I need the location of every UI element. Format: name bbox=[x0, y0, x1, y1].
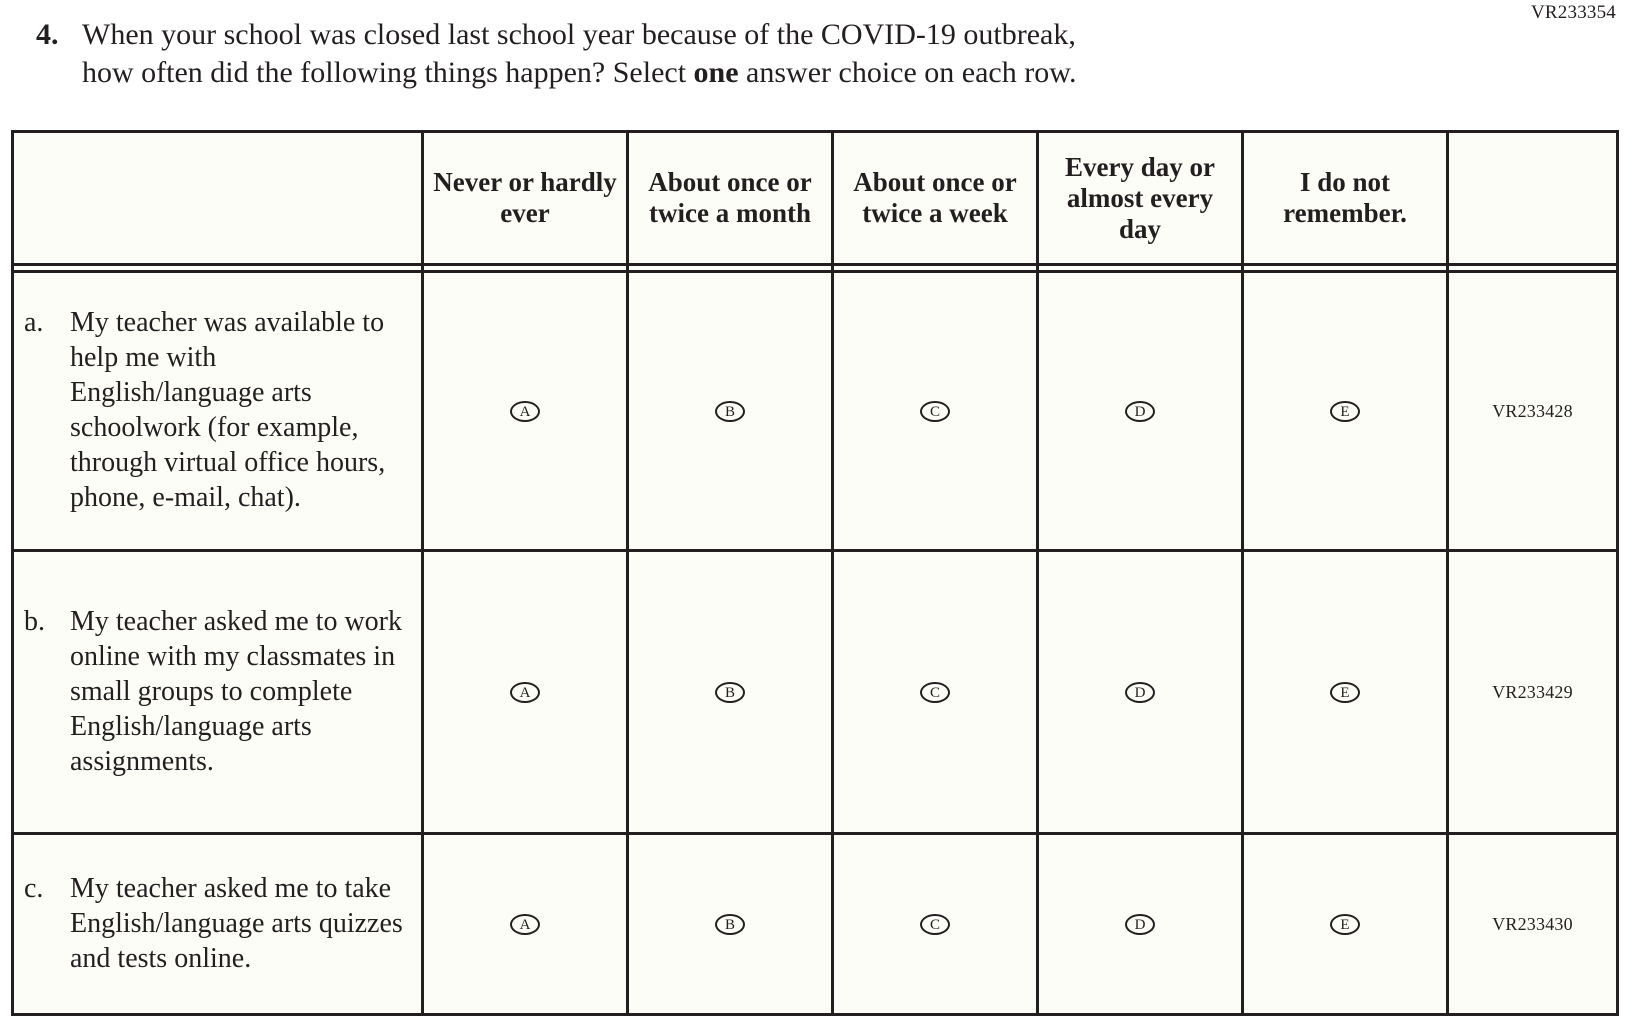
row-a-option-a[interactable]: A bbox=[421, 270, 629, 552]
header-option-every-day-or-almost-every-day: Every day or almost every day bbox=[1036, 130, 1244, 266]
matrix-header-row: Never or hardly ever About once or twice… bbox=[11, 130, 1619, 266]
rule-segment-3 bbox=[831, 263, 1039, 272]
row-c-option-a[interactable]: A bbox=[421, 832, 629, 1016]
bubble-a[interactable]: A bbox=[510, 681, 540, 703]
table-row: a. My teacher was available to help me w… bbox=[11, 270, 1619, 552]
header-option-once-or-twice-a-week: About once or twice a week bbox=[831, 130, 1039, 266]
row-b-option-e[interactable]: E bbox=[1241, 549, 1449, 835]
row-c-letter: c. bbox=[24, 872, 44, 904]
row-a-stem: a. My teacher was available to help me w… bbox=[11, 270, 424, 552]
question-line-1: When your school was closed last school … bbox=[82, 18, 1076, 51]
rule-segment-1 bbox=[421, 263, 629, 272]
row-c-option-b[interactable]: B bbox=[626, 832, 834, 1016]
bubble-c[interactable]: C bbox=[920, 681, 950, 703]
row-b-option-b[interactable]: B bbox=[626, 549, 834, 835]
question-line-2-before: how often did the following things happe… bbox=[82, 56, 694, 89]
row-b-option-c[interactable]: C bbox=[831, 549, 1039, 835]
bubble-e[interactable]: E bbox=[1330, 681, 1360, 703]
row-c-code: VR233430 bbox=[1447, 832, 1619, 1016]
row-a-option-c[interactable]: C bbox=[831, 270, 1039, 552]
rule-segment-2 bbox=[626, 263, 834, 272]
question-emphasis-one: one bbox=[693, 56, 739, 89]
bubble-a[interactable]: A bbox=[510, 400, 540, 422]
row-b-stem: b. My teacher asked me to work online wi… bbox=[11, 549, 424, 835]
rule-segment-5 bbox=[1241, 263, 1449, 272]
question-stem: 4. When your school was closed last scho… bbox=[36, 16, 1510, 92]
table-row: c. My teacher asked me to take English/l… bbox=[11, 832, 1619, 1016]
row-b-code: VR233429 bbox=[1447, 549, 1619, 835]
bubble-b[interactable]: B bbox=[715, 913, 745, 935]
bubble-c[interactable]: C bbox=[920, 913, 950, 935]
row-a-text: My teacher was available to help me with… bbox=[70, 307, 386, 513]
bubble-a[interactable]: A bbox=[510, 913, 540, 935]
bubble-d[interactable]: D bbox=[1125, 681, 1155, 703]
question-line-2-after: answer choice on each row. bbox=[738, 56, 1077, 89]
row-b-option-a[interactable]: A bbox=[421, 549, 629, 835]
row-b-letter: b. bbox=[24, 605, 45, 637]
row-b-option-d[interactable]: D bbox=[1036, 549, 1244, 835]
row-a-option-e[interactable]: E bbox=[1241, 270, 1449, 552]
header-option-once-or-twice-a-month: About once or twice a month bbox=[626, 130, 834, 266]
bubble-d[interactable]: D bbox=[1125, 400, 1155, 422]
row-c-text: My teacher asked me to take English/lang… bbox=[70, 872, 403, 974]
header-double-rule bbox=[11, 263, 1619, 272]
header-option-i-do-not-remember: I do not remember. bbox=[1241, 130, 1449, 266]
bubble-e[interactable]: E bbox=[1330, 400, 1360, 422]
question-number: 4. bbox=[36, 18, 59, 51]
row-a-option-d[interactable]: D bbox=[1036, 270, 1244, 552]
rule-segment-code bbox=[1447, 263, 1619, 272]
row-c-stem: c. My teacher asked me to take English/l… bbox=[11, 832, 424, 1016]
question-text: When your school was closed last school … bbox=[82, 16, 1076, 92]
rule-segment-stem bbox=[11, 263, 424, 272]
header-option-never-or-hardly-ever: Never or hardly ever bbox=[421, 130, 629, 266]
page-code: VR233354 bbox=[1531, 2, 1616, 23]
row-b-text: My teacher asked me to work online with … bbox=[70, 605, 402, 777]
row-c-option-e[interactable]: E bbox=[1241, 832, 1449, 1016]
bubble-c[interactable]: C bbox=[920, 400, 950, 422]
header-code bbox=[1446, 130, 1619, 266]
bubble-b[interactable]: B bbox=[715, 400, 745, 422]
row-c-option-d[interactable]: D bbox=[1036, 832, 1244, 1016]
header-stem bbox=[11, 130, 424, 266]
bubble-e[interactable]: E bbox=[1330, 913, 1360, 935]
response-matrix: Never or hardly ever About once or twice… bbox=[11, 130, 1619, 1016]
row-a-letter: a. bbox=[24, 307, 44, 338]
row-a-option-b[interactable]: B bbox=[626, 270, 834, 552]
rule-segment-4 bbox=[1036, 263, 1244, 272]
bubble-d[interactable]: D bbox=[1125, 913, 1155, 935]
table-row: b. My teacher asked me to work online wi… bbox=[11, 549, 1619, 835]
row-a-code: VR233428 bbox=[1447, 270, 1619, 552]
bubble-b[interactable]: B bbox=[715, 681, 745, 703]
row-c-option-c[interactable]: C bbox=[831, 832, 1039, 1016]
